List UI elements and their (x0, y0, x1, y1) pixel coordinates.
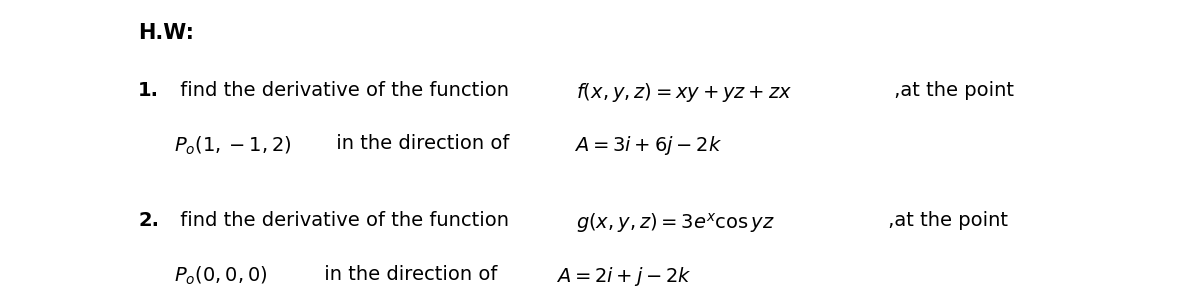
Text: $A = 3i + 6j - 2k$: $A = 3i + 6j - 2k$ (574, 134, 721, 157)
Text: find the derivative of the function: find the derivative of the function (174, 211, 515, 230)
Text: $P_o(0,0,0)$: $P_o(0,0,0)$ (174, 265, 268, 287)
Text: $f(x, y, z) = xy + yz + zx$: $f(x, y, z) = xy + yz + zx$ (576, 81, 792, 104)
Text: ,at the point: ,at the point (888, 81, 1014, 100)
Text: $g(x, y, z) = 3e^x \cos yz$: $g(x, y, z) = 3e^x \cos yz$ (576, 211, 775, 235)
Text: 1.: 1. (138, 81, 158, 100)
Text: 2.: 2. (138, 211, 158, 230)
Text: H.W:: H.W: (138, 23, 194, 43)
Text: find the derivative of the function: find the derivative of the function (174, 81, 515, 100)
Text: $A = 2i + j - 2k$: $A = 2i + j - 2k$ (556, 265, 691, 288)
Text: ,at the point: ,at the point (882, 211, 1008, 230)
Text: in the direction of: in the direction of (330, 134, 516, 154)
Text: in the direction of: in the direction of (318, 265, 504, 284)
Text: $P_o(1,-1,2)$: $P_o(1,-1,2)$ (174, 134, 292, 157)
